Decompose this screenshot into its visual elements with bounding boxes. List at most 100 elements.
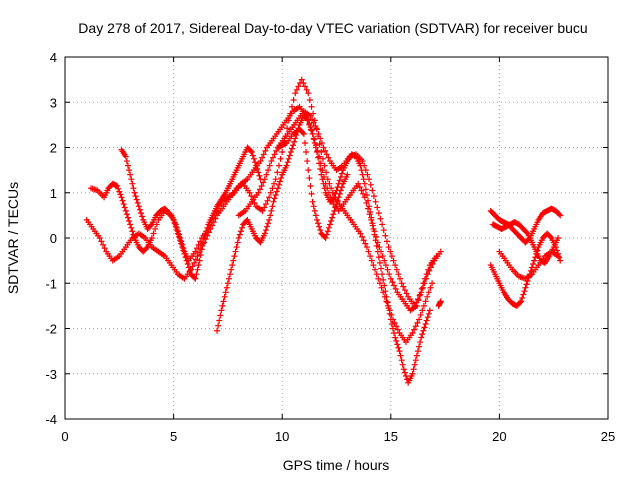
data-point [370,262,377,269]
data-point [184,261,191,268]
data-point [272,176,279,183]
data-point [284,125,291,132]
data-point [317,135,324,142]
data-point [372,266,379,273]
data-point [253,162,260,169]
data-point [321,162,328,169]
data-point [374,204,381,211]
data-point [265,167,272,174]
data-point [212,215,219,222]
data-point [336,190,343,197]
data-point [393,266,400,273]
data-point [123,158,130,165]
data-point [411,302,418,309]
data-point [372,198,379,205]
data-point [337,187,344,194]
data-point [232,248,239,255]
data-point [326,221,333,228]
data-point [180,247,187,254]
data-point [315,130,322,137]
data-point [306,175,313,182]
data-point [423,275,430,282]
y-tick-label: 1 [50,186,57,201]
data-point [395,344,402,351]
data-point [373,242,380,249]
data-point [309,116,316,123]
data-point [248,149,255,156]
data-point [178,240,185,247]
data-point [274,185,281,192]
data-point [411,361,418,368]
data-point [229,262,236,269]
data-point [261,176,268,183]
data-point [122,153,129,160]
data-point [256,172,263,179]
data-point [269,185,276,192]
data-point [287,149,294,156]
data-point [429,280,436,287]
data-point [148,235,155,241]
series-2 [118,144,264,282]
data-point [319,155,326,162]
data-point [369,220,376,227]
data-point [518,298,525,305]
data-point [317,227,324,234]
data-point [101,245,108,252]
data-point [202,231,209,238]
data-point [262,227,269,234]
data-point [147,222,154,229]
data-point [191,259,198,266]
data-point [223,284,230,291]
data-point [303,86,310,93]
data-point [420,302,427,309]
data-point [173,227,180,234]
data-point [143,245,150,252]
data-point [277,178,284,185]
data-point [382,262,389,269]
data-point [306,120,313,127]
data-point [418,334,425,341]
data-point [215,322,222,329]
data-point [292,90,299,97]
data-point [117,191,124,198]
data-point [181,250,188,257]
data-point [547,233,554,240]
data-point [555,253,562,260]
data-point [310,203,317,210]
data-point [131,189,138,196]
data-point [320,180,327,187]
data-point [322,235,329,241]
data-point [120,201,127,208]
data-point [328,218,335,225]
data-point [300,130,307,137]
data-point [252,159,259,166]
x-tick-label: 15 [384,429,398,444]
data-point [326,180,333,187]
grid-lines [65,57,608,419]
data-point [381,257,388,264]
data-point [311,139,318,146]
data-point [373,271,380,278]
data-point [135,203,142,210]
data-point [267,189,274,196]
data-point [336,177,343,184]
data-point [309,130,316,137]
data-point [255,169,262,176]
data-point [386,310,393,317]
data-point [288,145,295,152]
data-point [152,225,159,232]
data-point [249,152,256,159]
data-point [362,167,369,174]
data-point [367,208,374,215]
data-point [268,207,275,214]
data-point [382,288,389,295]
data-point [201,235,208,241]
data-point [203,228,210,235]
data-point [388,320,395,327]
data-point [397,275,404,282]
data-point [118,194,125,201]
data-point [379,271,386,278]
data-point [150,230,157,237]
data-point [271,180,278,187]
data-point [426,267,433,274]
